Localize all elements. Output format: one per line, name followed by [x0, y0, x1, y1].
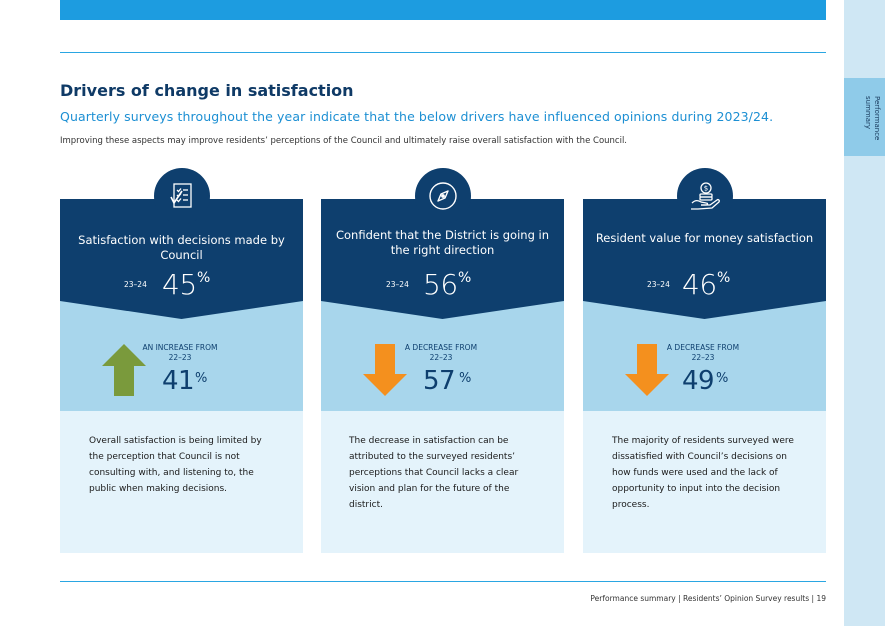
decrease-arrow-icon: [363, 344, 407, 396]
change-label: A DECREASE FROM 22–23: [666, 343, 740, 362]
previous-percent-sign: %: [459, 371, 472, 386]
top-divider: [60, 52, 826, 53]
intro-paragraph: Improving these aspects may improve resi…: [60, 136, 628, 146]
card-text-panel: [583, 411, 826, 553]
change-label: A DECREASE FROM 22–23: [404, 343, 478, 362]
page-footer: Performance summary | Residents’ Opinion…: [590, 594, 826, 603]
checklist-icon: [154, 168, 210, 224]
page-subheading: Quarterly surveys throughout the year in…: [60, 109, 774, 124]
previous-percent-sign: %: [716, 371, 729, 386]
stat-percent-sign: %: [458, 270, 472, 286]
previous-percent-sign: %: [195, 371, 208, 386]
stat-year: 23–24: [386, 280, 409, 289]
driver-card-value-for-money: $ Resident value for money satisfaction …: [583, 168, 826, 553]
card-text-panel: [321, 411, 564, 553]
card-explanation: Overall satisfaction is being limited by…: [89, 436, 262, 494]
stat-percent-sign: %: [717, 270, 731, 286]
card-title: Confident that the District is going in …: [335, 228, 550, 257]
side-tab-label: Performance summary: [864, 96, 881, 141]
previous-value: 57: [423, 366, 456, 396]
stat-year: 23–24: [124, 280, 147, 289]
side-tab-performance-summary[interactable]: [844, 78, 885, 156]
compass-icon: [415, 168, 471, 224]
top-banner-bar: [60, 0, 826, 20]
card-text-panel: [60, 411, 303, 553]
previous-value: 49: [682, 366, 715, 396]
stat-value: 45: [162, 268, 197, 301]
stat-value: 46: [682, 268, 717, 301]
stat-year: 23–24: [647, 280, 670, 289]
bottom-divider: [60, 581, 826, 582]
increase-arrow-icon: [102, 344, 146, 396]
card-title: Resident value for money satisfaction: [595, 231, 814, 245]
driver-card-direction: Confident that the District is going in …: [321, 168, 564, 553]
svg-text:$: $: [704, 185, 708, 193]
card-explanation: The majority of residents surveyed were …: [612, 436, 794, 510]
page-heading: Drivers of change in satisfaction: [60, 81, 354, 100]
decrease-arrow-icon: [625, 344, 669, 396]
card-title: Satisfaction with decisions made by Coun…: [78, 233, 285, 262]
money-hand-icon: $: [677, 168, 733, 224]
card-explanation: The decrease in satisfaction can be attr…: [349, 436, 519, 510]
driver-card-decisions: Satisfaction with decisions made by Coun…: [60, 168, 303, 553]
stat-value: 56: [423, 268, 458, 301]
stat-percent-sign: %: [197, 270, 211, 286]
previous-value: 41: [162, 366, 195, 396]
change-label: AN INCREASE FROM 22–23: [142, 343, 218, 362]
